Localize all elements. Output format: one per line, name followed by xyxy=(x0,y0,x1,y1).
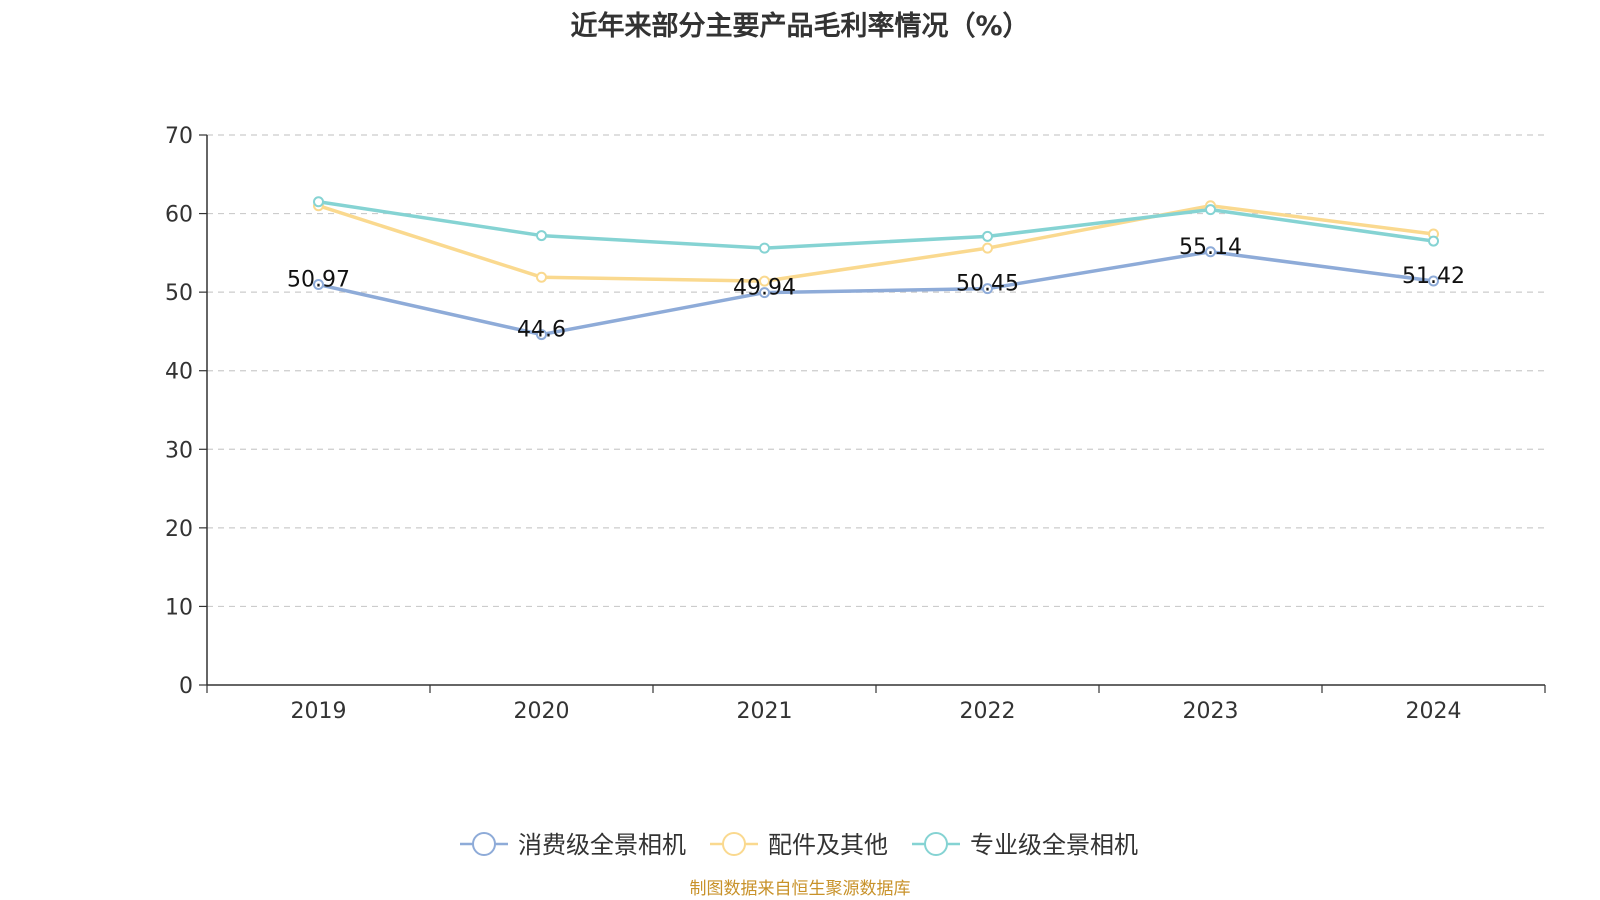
legend-item-3[interactable]: 专业级全景相机 xyxy=(912,831,1138,859)
y-tick-label: 20 xyxy=(165,517,193,542)
x-tick-label: 2020 xyxy=(514,699,570,724)
legend-item-2[interactable]: 配件及其他 xyxy=(710,831,888,859)
legend-marker-icon xyxy=(472,832,496,856)
y-tick-label: 40 xyxy=(165,360,193,385)
axes: 0 10 20 30 40 50 60 70 2019 2020 2021 2022 2023 2024 xyxy=(165,124,1546,724)
series-3-point xyxy=(759,242,770,254)
series-lines xyxy=(313,196,1439,341)
gridlines xyxy=(207,134,1545,608)
x-tick-label: 2022 xyxy=(960,699,1016,724)
series-1-point xyxy=(982,283,993,295)
y-tick-label: 70 xyxy=(165,124,193,149)
legend-marker-icon xyxy=(924,832,948,856)
source-note: 制图数据来自恒生聚源数据库 xyxy=(689,879,911,899)
y-tick-label: 50 xyxy=(165,281,193,306)
series-3-point xyxy=(536,230,547,242)
series-1-point xyxy=(1205,246,1216,258)
series-line-3 xyxy=(318,200,1434,250)
series-1-point xyxy=(759,287,770,299)
x-tick-label: 2024 xyxy=(1406,699,1462,724)
series-line-2 xyxy=(317,203,1434,283)
data-label: 44.6 xyxy=(517,318,566,343)
x-tick-label: 2021 xyxy=(737,699,793,724)
y-tick-label: 60 xyxy=(165,203,193,228)
data-label: 50.97 xyxy=(287,268,350,293)
series-3-point xyxy=(313,196,324,208)
series-1-point xyxy=(1428,275,1439,287)
data-label: 50.45 xyxy=(956,272,1019,297)
series-3-point xyxy=(1205,204,1216,216)
series-2-point xyxy=(759,275,770,287)
legend-label: 消费级全景相机 xyxy=(518,831,686,859)
series-1-point xyxy=(313,279,324,291)
series-line-1 xyxy=(318,250,1434,337)
series-3-point xyxy=(982,230,993,242)
data-label: 51.42 xyxy=(1402,264,1465,289)
chart-title: 近年来部分主要产品毛利率情况（%） xyxy=(570,11,1030,42)
legend[interactable]: 消费级全景相机 配件及其他 专业级全景相机 xyxy=(460,831,1138,859)
y-tick-label: 30 xyxy=(165,438,193,463)
legend-marker-icon xyxy=(722,832,746,856)
legend-label: 配件及其他 xyxy=(768,831,888,859)
series-2-point xyxy=(536,271,547,283)
y-tick-label: 10 xyxy=(165,595,193,620)
series-3-point xyxy=(1428,235,1439,247)
series-2-point xyxy=(982,242,993,254)
legend-item-1[interactable]: 消费级全景相机 xyxy=(460,831,686,859)
data-label: 49.94 xyxy=(733,276,796,301)
x-tick-label: 2023 xyxy=(1183,699,1239,724)
y-tick-label: 0 xyxy=(179,674,193,699)
data-labels: 50.97 44.6 49.94 50.45 55.14 51.42 xyxy=(287,235,1465,343)
x-tick-label: 2019 xyxy=(291,699,347,724)
legend-label: 专业级全景相机 xyxy=(970,831,1138,859)
data-label: 55.14 xyxy=(1179,235,1242,260)
series-1-point xyxy=(536,329,547,341)
